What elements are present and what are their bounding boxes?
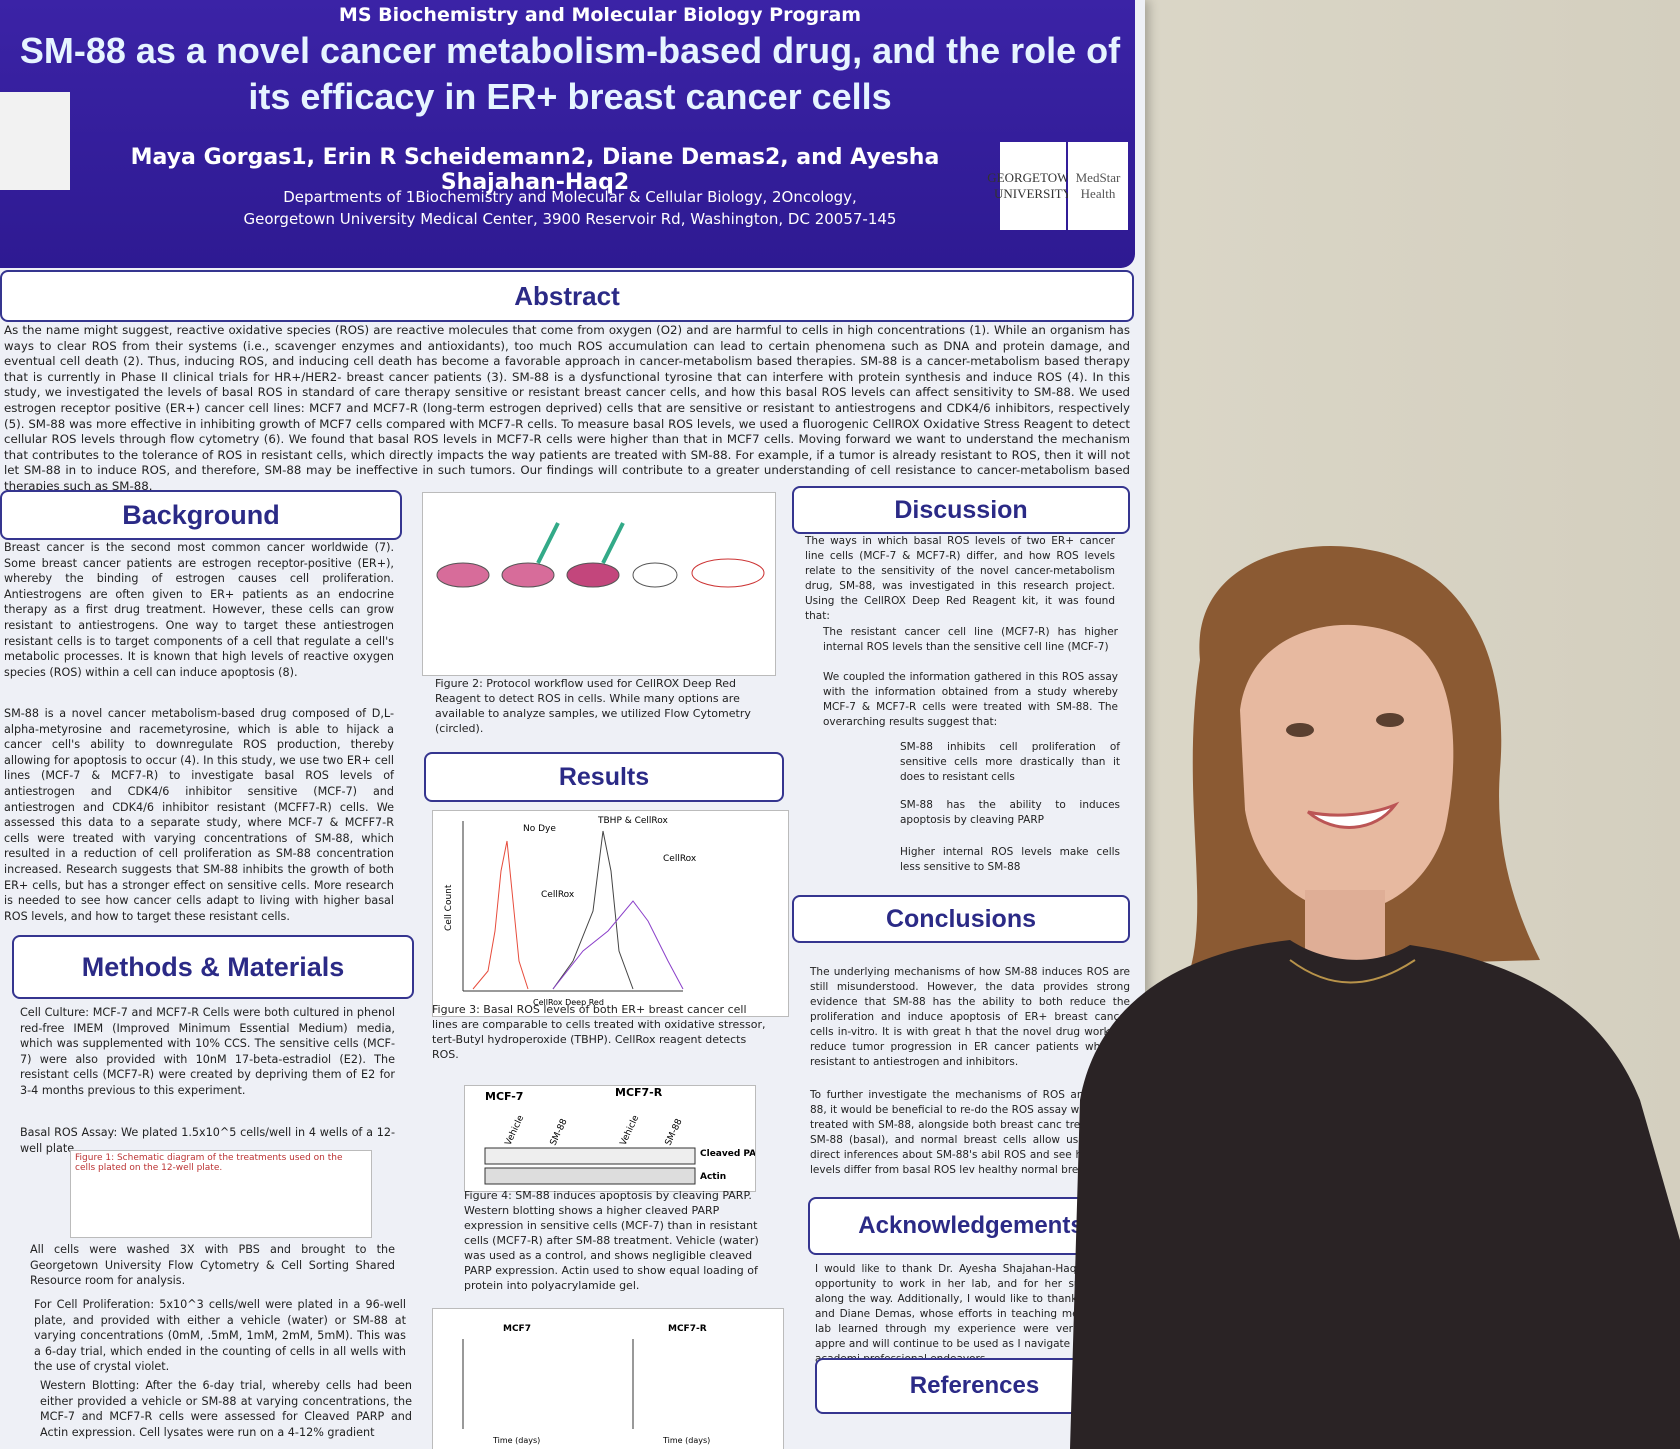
section-heading: Results [424,752,784,802]
shirt [1070,940,1680,1449]
label: SM-88 [549,1117,570,1147]
seal-logo [0,92,70,190]
paragraph: I would like to thank Dr. Ayesha Shajaha… [815,1263,1135,1365]
paragraph: Cell Culture: MCF-7 and MCF7-R Cells wer… [20,1006,395,1097]
western-blot: MCF-7 MCF7-R Vehicle SM-88 Vehicle SM-88… [484,1086,770,1185]
paragraph: The underlying mechanisms of how SM-88 i… [810,966,1130,1068]
section-heading: Background [0,490,402,540]
label: MCF7-R [615,1086,663,1099]
paragraph: To further investigate the mechanisms of… [810,1089,1130,1176]
highlight-circle [691,558,765,588]
label: CellRox [663,854,697,864]
dish [632,562,678,588]
abstract-text: As the name might suggest, reactive oxid… [4,323,1130,493]
program: MS Biochemistry and Molecular Biology Pr… [338,4,862,26]
figure-5: MCF7 MCF7-R Time (days) Time (days) [432,1308,784,1449]
bullet: The resistant cancer cell line (MCF7-R) … [823,626,1118,653]
label: CellRox [541,890,575,900]
paragraph: Western Blotting: After the 6-day trial,… [40,1379,412,1439]
label: MCF7 [503,1324,531,1334]
workflow-diagram [436,522,765,588]
logo: GEORGETOWN UNIVERSITY [987,142,1079,230]
label: Vehicle [504,1113,527,1147]
pipette [536,522,560,564]
figure-4: MCF-7 MCF7-R Vehicle SM-88 Vehicle SM-88… [464,1085,770,1192]
label: Time (days) [492,1436,540,1445]
label: MCF7-R [668,1324,707,1334]
curve [472,840,529,990]
figure-caption: Figure 3: Basal ROS levels of both ER+ b… [432,1003,766,1061]
label: Vehicle [619,1113,642,1147]
label: MCF-7 [485,1090,523,1103]
poster-header: MS Biochemistry and Molecular Biology Pr… [0,0,1135,268]
poster: MS Biochemistry and Molecular Biology Pr… [0,0,1145,1449]
eye [1376,713,1404,727]
label: Cleaved PARP [700,1149,755,1159]
bar-charts: MCF7 MCF7-R Time (days) Time (days) [462,1324,710,1445]
figure-2 [422,492,776,676]
figure-caption: Figure 4: SM-88 induces apoptosis by cle… [464,1189,759,1292]
figure-3: No Dye TBHP & CellRox CellRox CellRox Ce… [432,810,789,1017]
label: Time (days) [662,1436,710,1445]
paragraph: Breast cancer is the second most common … [4,541,394,679]
person [1070,545,1680,1449]
bullet: We coupled the information gathered in t… [823,671,1118,728]
dish [436,562,490,588]
necklace [1289,959,1416,984]
paragraph: The ways in which basal ROS levels of tw… [805,535,1115,622]
sub-bullet: SM-88 inhibits cell proliferation of sen… [900,741,1120,783]
curve [552,900,684,990]
smile [1307,801,1400,829]
label: TBHP & CellRox [597,816,669,826]
sub-bullet: SM-88 has the ability to induces apoptos… [900,799,1120,826]
section-heading: Abstract [0,270,1134,322]
section-heading: Discussion [792,486,1130,534]
paragraph: Basal ROS Assay: We plated 1.5x10^5 cell… [20,1126,395,1155]
label: Cell Count [444,884,454,931]
dish [501,562,555,588]
blot-row [484,1167,696,1185]
authors: Maya Gorgas1, Erin R Scheidemann2, Diane… [130,145,940,195]
affiliation: Georgetown University Medical Center, 39… [243,210,897,228]
paragraph: For Cell Proliferation: 5x10^3 cells/wel… [34,1298,406,1374]
figure-caption: Figure 2: Protocol workflow used for Cel… [435,677,751,735]
eye [1286,723,1314,737]
affiliation: Departments of 1Biochemistry and Molecul… [283,188,857,206]
section-heading: Conclusions [792,895,1130,943]
label: CellRox Deep Red [533,998,604,1007]
label: SM-88 [664,1117,685,1147]
label: No Dye [523,824,556,834]
flow-histogram: No Dye TBHP & CellRox CellRox CellRox Ce… [444,816,697,1007]
pipette [601,522,625,564]
sub-bullet: Higher internal ROS levels make cells le… [900,846,1120,873]
poster-title: SM-88 as a novel cancer metabolism-based… [19,30,1121,117]
label: Actin [700,1172,726,1182]
curve [552,830,634,990]
paragraph: SM-88 is a novel cancer metabolism-based… [4,707,394,923]
figure-1: Figure 1: Schematic diagram of the treat… [70,1150,372,1238]
paragraph: All cells were washed 3X with PBS and br… [30,1243,395,1288]
face [1240,624,1454,912]
section-heading: Methods & Materials [12,935,414,999]
dish [566,562,620,588]
logo: MedStar Health [1068,142,1128,230]
blot-row [484,1147,696,1165]
figure-caption: Figure 1: Schematic diagram of the treat… [75,1153,343,1173]
